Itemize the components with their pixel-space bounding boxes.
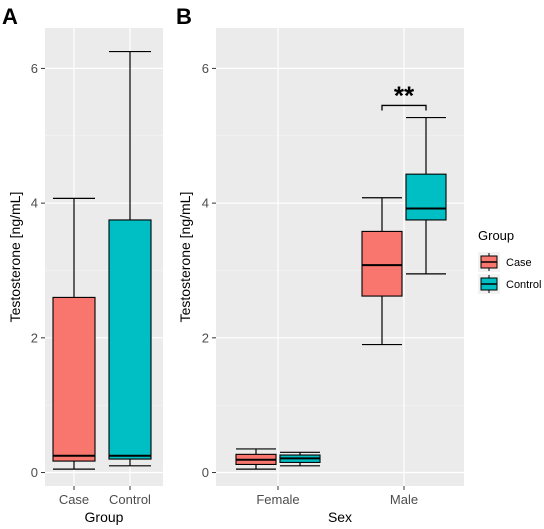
legend-title: Group [478, 228, 514, 243]
x-tick-label: Male [390, 492, 418, 507]
box-female-case [235, 448, 277, 470]
x-tick-label: Female [256, 492, 299, 507]
box-female-control [279, 451, 321, 467]
box-iqr [405, 173, 447, 221]
y-tick-label: 6 [31, 61, 38, 76]
panel-a-boxes [52, 50, 152, 470]
x-tick-label: Case [59, 492, 89, 507]
box-male-control [405, 116, 447, 275]
significance-bracket [381, 104, 427, 111]
box-case-case [52, 197, 96, 470]
box-iqr [108, 219, 152, 460]
panel-b-x-ticks: Female Male [256, 486, 418, 507]
y-tick-label: 0 [202, 465, 209, 480]
panel-b-boxes [235, 116, 447, 470]
panel-b-grid [216, 28, 464, 486]
y-tick-label: 2 [31, 330, 38, 345]
panel-b-y-axis-title: Testosterone [ng/mL] [177, 192, 193, 323]
legend-label: Control [506, 279, 541, 291]
panel-b: B 0 2 4 6 Female Male ** Sex Testosterone [n… [176, 4, 464, 525]
y-tick-label: 4 [31, 196, 38, 211]
panel-b-letter: B [176, 4, 192, 29]
box-iqr [361, 230, 403, 297]
panel-b-background [216, 28, 464, 486]
y-tick-label: 6 [202, 61, 209, 76]
panel-a-letter: A [2, 4, 18, 29]
legend-entry-case: Case [478, 252, 532, 272]
legend: Group Case Control [478, 228, 541, 294]
legend-label: Case [506, 257, 532, 269]
legend-entries: Case Control [478, 252, 541, 294]
box-control-control [108, 50, 152, 467]
x-tick-label: Control [109, 492, 151, 507]
box-male-case [361, 197, 403, 346]
y-tick-label: 0 [31, 465, 38, 480]
panel-a-y-ticks: 0 2 4 6 [31, 61, 45, 480]
panel-a-x-ticks: Case Control [59, 486, 151, 507]
y-tick-label: 2 [202, 330, 209, 345]
significance-annotation: ** [381, 80, 427, 111]
significance-label: ** [394, 80, 415, 110]
y-tick-label: 4 [202, 196, 209, 211]
panel-b-x-axis-title: Sex [328, 509, 352, 525]
panel-a-x-axis-title: Group [85, 509, 124, 525]
legend-entry-control: Control [478, 274, 541, 294]
panel-a-y-axis-title: Testosterone [ng/mL] [7, 192, 23, 323]
box-iqr [52, 296, 96, 462]
panel-a: A 0 2 4 6 Case Control Group Testosterone [n… [2, 4, 163, 525]
panel-b-y-ticks: 0 2 4 6 [202, 61, 216, 480]
